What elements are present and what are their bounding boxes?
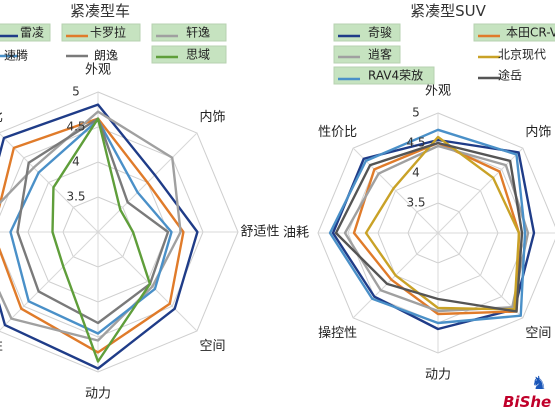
- tick-label: 5: [412, 106, 420, 120]
- watermark-figure-icon: ♞: [531, 373, 547, 394]
- series-line-2: [0, 117, 185, 354]
- axis-label: 内饰: [200, 109, 226, 125]
- legend-item: 朗逸: [66, 49, 118, 63]
- series-line-6: [334, 141, 524, 313]
- radar-chart-2: 3.544.55外观内饰舒适性空间动力操控性油耗性价比紧凑型SUV奇骏本田CR-…: [283, 2, 555, 383]
- series-line-4: [9, 118, 173, 335]
- legend-item: 北京现代: [478, 48, 546, 62]
- chart-title: 紧凑型SUV: [410, 2, 487, 20]
- watermark-text: BiShe: [503, 393, 551, 411]
- legend-label: 卡罗拉: [90, 25, 126, 40]
- axis-label: 舒适性: [240, 225, 279, 240]
- legend: 奇骏 本田CR-V 逍客 北京现代 RAV4荣放 途岳: [333, 23, 555, 85]
- legend-item: 雷凌: [0, 23, 51, 42]
- axis-spoke: [437, 147, 524, 234]
- series-line-5: [328, 128, 527, 325]
- tick-label: 4: [72, 155, 80, 169]
- legend-label: 逍客: [368, 47, 392, 62]
- legend-label: 雷凌: [20, 26, 44, 40]
- tick-label: 3.5: [406, 196, 425, 210]
- axis-label: 空间: [200, 339, 226, 354]
- legend-label: 途岳: [498, 68, 522, 83]
- legend-item: 逍客: [333, 45, 401, 64]
- axis-label: 外观: [425, 84, 451, 99]
- axis-spoke: [437, 232, 524, 319]
- legend-label: RAV4荣放: [368, 68, 423, 83]
- tick-label: 3.5: [66, 190, 85, 204]
- axis-spoke: [352, 147, 439, 234]
- axis-label: 性价比: [0, 110, 3, 125]
- chart-title: 紧凑型车: [70, 2, 130, 20]
- axis-spoke: [97, 231, 198, 332]
- axis-spoke: [0, 133, 99, 233]
- tick-label: 4.5: [406, 136, 425, 150]
- axis-label: 性价比: [318, 125, 357, 140]
- tick-label: 5: [72, 85, 80, 99]
- legend-item: 卡罗拉: [61, 23, 141, 42]
- axis-label: 外观: [85, 63, 111, 78]
- axis-label: 动力: [85, 387, 111, 402]
- axis-spoke: [0, 231, 99, 331]
- legend-label: 本田CR-V: [506, 26, 555, 40]
- legend-label: 轩逸: [186, 26, 210, 40]
- series-line-2: [352, 141, 521, 316]
- axis-label: 动力: [425, 368, 451, 383]
- legend-box: [151, 45, 227, 64]
- legend-label: 奇骏: [368, 26, 392, 40]
- legend-item: RAV4荣放: [333, 66, 435, 85]
- legend-label: 思域: [186, 48, 210, 62]
- legend-item: 奇骏: [333, 23, 401, 42]
- axis-label: 操控性: [0, 338, 3, 354]
- legend-label: 朗逸: [94, 49, 118, 63]
- series-line-6: [51, 117, 152, 363]
- tick-label: 4: [412, 166, 420, 180]
- legend-label: 速腾: [4, 48, 28, 63]
- axis-label: 空间: [525, 326, 551, 341]
- series-line-5: [16, 117, 170, 325]
- series-line-3: [0, 110, 182, 342]
- tick-label: 4.5: [66, 120, 85, 134]
- legend-item: 本田CR-V: [473, 23, 555, 42]
- axis-label: 油耗: [283, 226, 309, 241]
- legend-item: 速腾: [0, 48, 28, 63]
- legend-label: 北京现代: [498, 48, 546, 62]
- series-line-1: [0, 103, 199, 370]
- radar-chart-1: 3.544.55外观内饰舒适性空间动力操控性油耗性价比紧凑型车雷凌卡罗拉轩逸速腾…: [0, 2, 280, 402]
- legend-item: 轩逸: [151, 23, 227, 42]
- legend-item: 途岳: [478, 68, 522, 83]
- axis-label: 操控性: [318, 325, 357, 341]
- axis-label: 内饰: [525, 124, 551, 140]
- series-line-3: [343, 144, 530, 313]
- legend-item: 思域: [151, 45, 227, 64]
- legend-box: [333, 45, 401, 64]
- series-line-4: [364, 135, 521, 311]
